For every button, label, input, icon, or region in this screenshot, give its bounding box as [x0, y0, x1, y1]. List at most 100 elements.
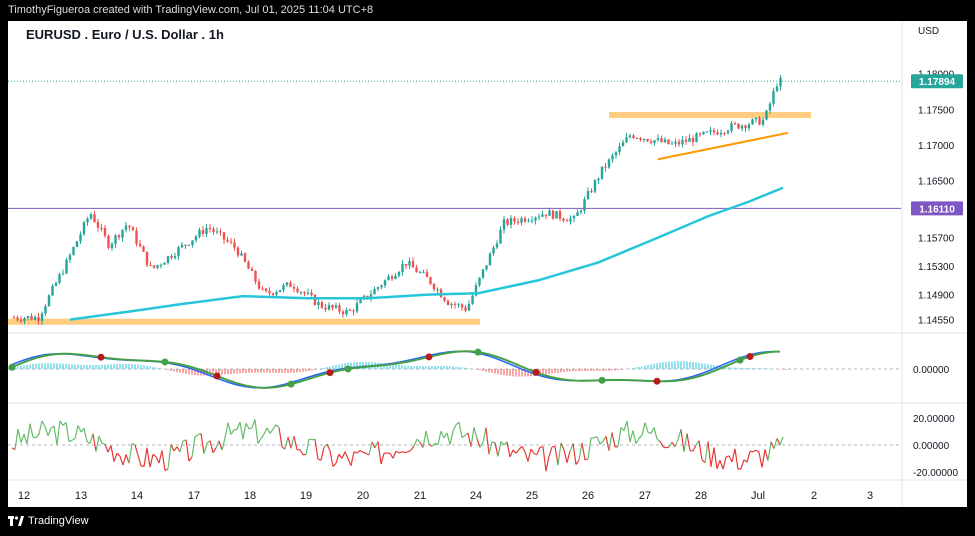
- candle-body: [380, 285, 383, 288]
- candle-body: [425, 272, 429, 278]
- rsi-line-segment: [290, 435, 295, 449]
- candle-body: [464, 307, 467, 311]
- candle-body: [103, 227, 107, 236]
- candle-body: [422, 272, 425, 274]
- candle-body: [170, 256, 173, 258]
- y-tick-label: 1.15700: [918, 234, 955, 245]
- candle-body: [198, 229, 201, 237]
- chart-svg[interactable]: 1.180001.175001.170001.165001.157001.153…: [8, 21, 967, 507]
- candle-body: [401, 263, 404, 273]
- symbol-title: EURUSD . Euro / U.S. Dollar . 1h: [26, 27, 224, 42]
- current-price-label: 1.17894: [919, 77, 956, 88]
- rsi-line-segment: [533, 452, 538, 456]
- rsi-line-segment: [326, 443, 331, 452]
- rsi-line-segment: [314, 439, 319, 460]
- candle-body: [688, 138, 691, 142]
- rsi-line-segment: [512, 449, 517, 454]
- rsi-line-segment: [146, 447, 151, 468]
- rsi-line-segment: [92, 433, 97, 452]
- rsi-line-segment: [23, 433, 28, 445]
- candle-body: [432, 283, 436, 290]
- candle-body: [730, 123, 733, 131]
- rsi-line-segment: [299, 449, 304, 456]
- candle-body: [534, 217, 537, 221]
- rsi-line-segment: [164, 468, 169, 471]
- rsi-line-segment: [245, 422, 250, 430]
- rsi-line-segment: [443, 432, 448, 439]
- rsi-line-segment: [572, 443, 577, 465]
- candle-body: [30, 316, 33, 320]
- rsi-line-segment: [158, 450, 163, 464]
- resistance-zone: [609, 112, 811, 119]
- chart-area[interactable]: 1.180001.175001.170001.165001.157001.153…: [8, 21, 967, 507]
- candle-body: [54, 282, 58, 286]
- candle-body: [737, 123, 740, 129]
- candle-body: [667, 139, 670, 144]
- candle-body: [621, 142, 625, 147]
- candle-body: [47, 295, 51, 307]
- rsi-line-segment: [263, 427, 268, 435]
- x-tick-label: Jul: [751, 490, 765, 502]
- candle-body: [359, 299, 362, 304]
- x-tick-label: 17: [188, 490, 200, 502]
- x-tick-label: 20: [357, 490, 369, 502]
- candle-body: [219, 231, 222, 233]
- candle-body: [215, 231, 219, 233]
- rsi-line-segment: [362, 451, 367, 454]
- rsi-line-segment: [623, 420, 628, 431]
- x-tick-label: 18: [244, 490, 256, 502]
- candle-body: [551, 210, 555, 219]
- candle-body: [485, 265, 488, 270]
- candle-body: [275, 292, 278, 295]
- candle-body: [765, 110, 768, 120]
- candle-body: [565, 220, 569, 222]
- rsi-line-segment: [452, 424, 457, 432]
- candle-body: [600, 166, 604, 179]
- rsi-line-segment: [560, 442, 565, 451]
- candle-body: [639, 138, 642, 140]
- candle-body: [744, 125, 747, 129]
- rsi-line-segment: [137, 455, 142, 467]
- candle-body: [306, 292, 310, 294]
- rsi-line-segment: [605, 436, 610, 451]
- candle-body: [509, 218, 513, 225]
- candle-body: [779, 77, 782, 87]
- rsi-line-segment: [167, 444, 172, 469]
- rsi-line-segment: [497, 441, 502, 457]
- rsi-line-segment: [413, 438, 418, 447]
- candle-body: [177, 247, 180, 257]
- rsi-line-segment: [566, 451, 571, 463]
- rsi-line-segment: [641, 422, 646, 436]
- rsi-line-segment: [440, 430, 445, 439]
- rsi-line-segment: [95, 435, 100, 452]
- candle-body: [656, 138, 660, 141]
- candle-body: [698, 133, 702, 135]
- rsi-line-segment: [104, 443, 109, 453]
- rsi-line-segment: [776, 438, 781, 446]
- rsi-line-segment: [335, 453, 340, 464]
- rsi-line-segment: [656, 438, 661, 442]
- rsi-line-segment: [350, 451, 355, 466]
- rsi-line-segment: [686, 433, 691, 451]
- rsi-line-segment: [731, 448, 736, 463]
- rsi-line-segment: [320, 447, 325, 461]
- currency-label[interactable]: USD: [918, 26, 940, 37]
- rsi-line-segment: [83, 428, 88, 442]
- rsi-line-segment: [200, 433, 205, 454]
- candle-body: [324, 307, 327, 310]
- x-tick-label: 24: [470, 490, 482, 502]
- candle-body: [166, 256, 170, 263]
- rsi-line-segment: [734, 448, 739, 470]
- rsi-line-segment: [773, 438, 778, 449]
- candle-body: [68, 254, 72, 260]
- candle-body: [593, 180, 597, 192]
- rsi-line-segment: [194, 434, 199, 438]
- rsi-line-segment: [161, 450, 166, 471]
- rsi-line-segment: [608, 432, 613, 451]
- rsi-line-segment: [764, 449, 769, 461]
- candle-body: [646, 139, 649, 142]
- y-tick-label: 1.14900: [918, 291, 955, 302]
- oscillator-cross-dot: [97, 353, 105, 361]
- rsi-line-segment: [305, 439, 310, 455]
- candle-body: [124, 225, 128, 230]
